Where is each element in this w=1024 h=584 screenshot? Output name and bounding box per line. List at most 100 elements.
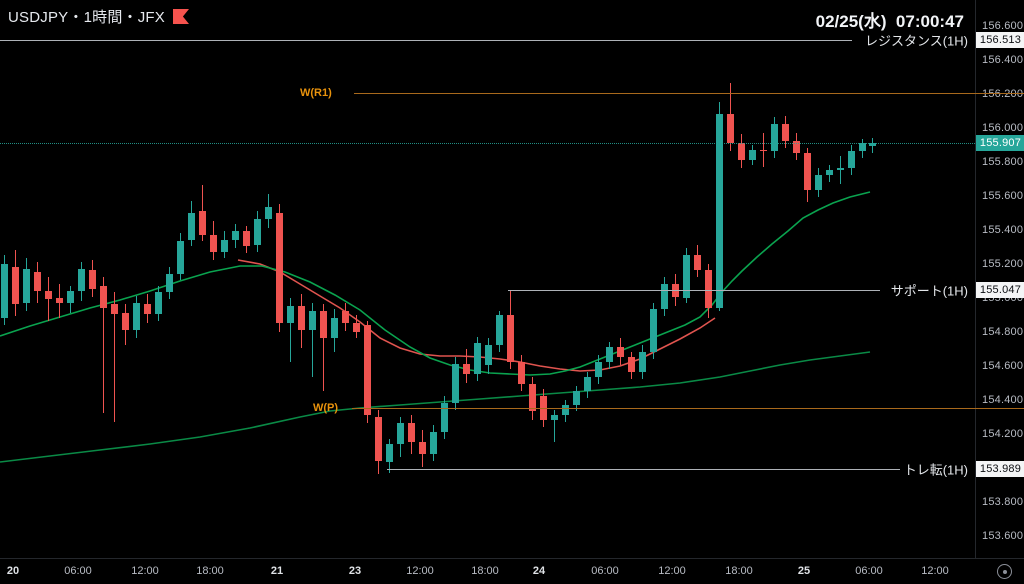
- price-axis-label: 156.400: [982, 53, 1024, 66]
- candle-body: [254, 219, 261, 245]
- candle-body: [364, 324, 371, 415]
- candle-body: [672, 283, 679, 298]
- candle-wick: [103, 277, 104, 414]
- candle-body: [342, 311, 349, 323]
- candle-wick: [323, 304, 324, 391]
- candle-body: [628, 357, 635, 373]
- candle-body: [617, 346, 624, 357]
- candle-body: [529, 384, 536, 412]
- candle-body: [441, 402, 448, 432]
- annotation-label[interactable]: サポート(1H): [890, 283, 968, 298]
- price-axis[interactable]: 156.600156.400156.200156.000155.800155.6…: [975, 0, 1024, 558]
- candle-body: [771, 124, 778, 152]
- candle-wick: [554, 409, 555, 442]
- red-flag-icon[interactable]: [173, 9, 189, 24]
- time-axis-label: 24: [532, 565, 546, 577]
- annotation-label[interactable]: トレ転(1H): [903, 462, 968, 478]
- candle-body: [815, 175, 822, 191]
- candle-body: [397, 423, 404, 444]
- symbol-header: USDJPY・1時間・JFX: [8, 6, 189, 27]
- candle-body: [562, 404, 569, 415]
- annotation-label[interactable]: レジスタンス(1H): [864, 33, 968, 49]
- candle-body: [463, 363, 470, 374]
- candle-body: [243, 231, 250, 247]
- candle-body: [67, 290, 74, 303]
- time-axis-label: 18:00: [196, 565, 224, 577]
- candle-body: [826, 170, 833, 176]
- candle-body: [155, 292, 162, 315]
- annotation-line[interactable]: [0, 40, 852, 42]
- time-axis-label: 06:00: [855, 565, 883, 577]
- candle-body: [111, 304, 118, 315]
- candle-body: [419, 442, 426, 454]
- price-tag-155.907: 155.907: [976, 135, 1024, 152]
- candle-body: [694, 255, 701, 271]
- candle-body: [837, 168, 844, 170]
- candle-body: [639, 351, 646, 373]
- price-tag-156.513: 156.513: [976, 32, 1024, 49]
- time-axis-label: 12:00: [406, 565, 434, 577]
- price-axis-label: 154.600: [982, 359, 1024, 372]
- time-axis[interactable]: 20 06:00 12:00 18:00 21 23 12:00 18:00 24 06:00 12…: [0, 558, 1024, 584]
- annotation-line[interactable]: [387, 469, 900, 471]
- candle-body: [386, 443, 393, 463]
- candle-body: [133, 302, 140, 330]
- candle-body: [56, 297, 63, 303]
- price-axis-label: 154.200: [982, 427, 1024, 440]
- candle-body: [78, 268, 85, 291]
- candle-body: [287, 306, 294, 323]
- candle-body: [606, 346, 613, 363]
- chart-plot-area[interactable]: W(R1) W(P): [0, 0, 975, 558]
- pivot-label-W(P)[interactable]: W(P): [313, 402, 339, 414]
- price-axis-label: 155.400: [982, 223, 1024, 236]
- candle-body: [210, 234, 217, 252]
- candle-body: [683, 255, 690, 298]
- annotation-line[interactable]: [508, 289, 880, 291]
- time-axis-label: 18:00: [471, 565, 499, 577]
- price-axis-label: 153.800: [982, 495, 1024, 508]
- candle-body: [144, 304, 151, 315]
- candle-body: [408, 423, 415, 442]
- time-axis-label: 23: [348, 565, 362, 577]
- candle-body: [474, 343, 481, 374]
- price-axis-label: 153.600: [982, 529, 1024, 542]
- candle-body: [34, 272, 41, 291]
- candle-body: [23, 268, 30, 303]
- ma-green-mid: [0, 191, 871, 376]
- candle-body: [540, 396, 547, 420]
- current-price-line: [0, 143, 975, 145]
- candle-body: [100, 285, 107, 308]
- price-tag-155.047: 155.047: [976, 281, 1024, 298]
- time-axis-label: 06:00: [64, 565, 92, 577]
- time-axis-label: 18:00: [725, 565, 753, 577]
- time-axis-label: 12:00: [658, 565, 686, 577]
- settings-icon[interactable]: [997, 564, 1012, 579]
- pivot-line-W(R1)[interactable]: [354, 92, 1024, 94]
- candle-body: [804, 153, 811, 191]
- candle-body: [716, 113, 723, 308]
- candle-body: [793, 141, 800, 153]
- candle-body: [551, 414, 558, 420]
- time-axis-label: 12:00: [131, 565, 159, 577]
- price-axis-label: 156.600: [982, 19, 1024, 32]
- candle-body: [12, 266, 19, 305]
- candle-body: [1, 263, 8, 318]
- candle-body: [221, 239, 228, 252]
- pivot-label-W(R1)[interactable]: W(R1): [300, 86, 332, 99]
- candle-body: [89, 270, 96, 289]
- candle-body: [452, 363, 459, 403]
- candle-body: [661, 283, 668, 310]
- symbol-title: USDJPY・1時間・JFX: [8, 9, 165, 26]
- pivot-line-W(P)[interactable]: [352, 408, 1024, 409]
- candle-body: [265, 207, 272, 220]
- candle-body: [353, 323, 360, 332]
- time-axis-label: 20: [6, 565, 20, 577]
- price-axis-label: 155.800: [982, 155, 1024, 168]
- candle-body: [375, 416, 382, 461]
- candle-body: [705, 270, 712, 308]
- candle-body: [122, 312, 129, 330]
- candle-body: [595, 362, 602, 378]
- price-axis-label: 154.800: [982, 325, 1024, 338]
- candle-body: [760, 149, 767, 152]
